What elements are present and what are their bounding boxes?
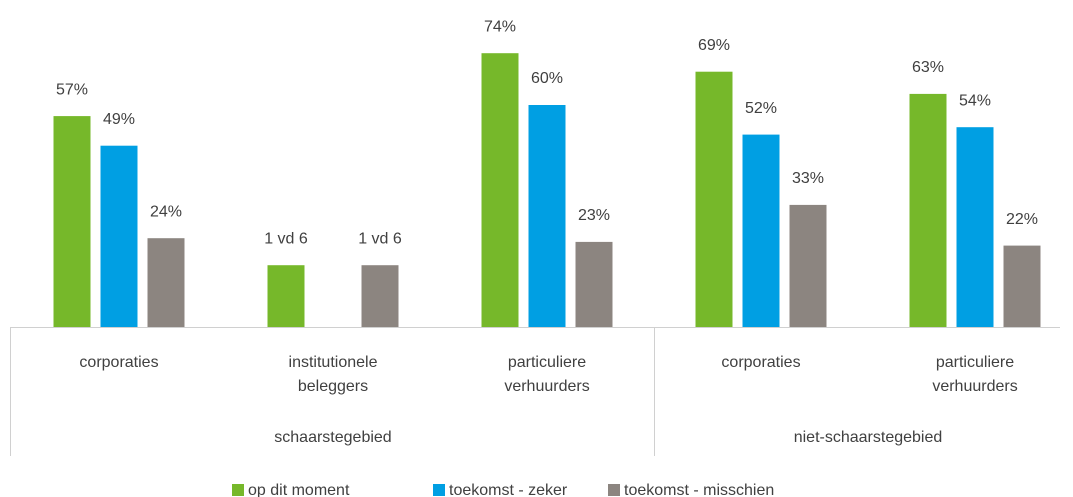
group-label: schaarstegebied <box>274 429 391 446</box>
bar <box>742 134 780 327</box>
bar <box>789 204 827 327</box>
bar <box>528 105 566 327</box>
data-label: 24% <box>150 203 182 220</box>
bar <box>909 93 947 328</box>
bar <box>481 53 519 327</box>
group-label: niet-schaarstegebied <box>794 429 943 446</box>
x-tick-label: particuliere verhuurders <box>504 354 590 395</box>
data-label: 1 vd 6 <box>358 230 402 247</box>
data-label: 23% <box>578 207 610 224</box>
data-label: 63% <box>912 59 944 76</box>
data-label: 33% <box>792 170 824 187</box>
x-tick-label: corporaties <box>721 354 801 371</box>
data-label: 74% <box>484 18 516 35</box>
legend-swatch <box>433 484 445 496</box>
legend-label: toekomst - misschien <box>624 482 774 497</box>
bar <box>361 265 399 327</box>
data-label: 49% <box>103 111 135 128</box>
x-tick-label: particuliere verhuurders <box>932 354 1018 395</box>
bar <box>147 238 185 327</box>
bar <box>1003 245 1041 327</box>
data-label: 54% <box>959 92 991 109</box>
x-tick-label: institutionele beleggers <box>288 354 378 395</box>
data-label: 52% <box>745 100 777 117</box>
bar <box>695 71 733 327</box>
data-label: 57% <box>56 81 88 98</box>
legend-swatch <box>232 484 244 496</box>
data-label: 69% <box>698 37 730 54</box>
data-label: 22% <box>1006 211 1038 228</box>
bar <box>956 127 994 327</box>
legend-label: op dit moment <box>248 482 350 497</box>
bar <box>53 116 91 327</box>
x-tick-label: corporaties <box>79 354 159 371</box>
data-label: 1 vd 6 <box>264 230 308 247</box>
bar <box>575 241 613 327</box>
bar <box>100 145 138 327</box>
bar <box>267 265 305 327</box>
data-label: 60% <box>531 70 563 87</box>
legend-label: toekomst - zeker <box>449 482 568 497</box>
legend-swatch <box>608 484 620 496</box>
